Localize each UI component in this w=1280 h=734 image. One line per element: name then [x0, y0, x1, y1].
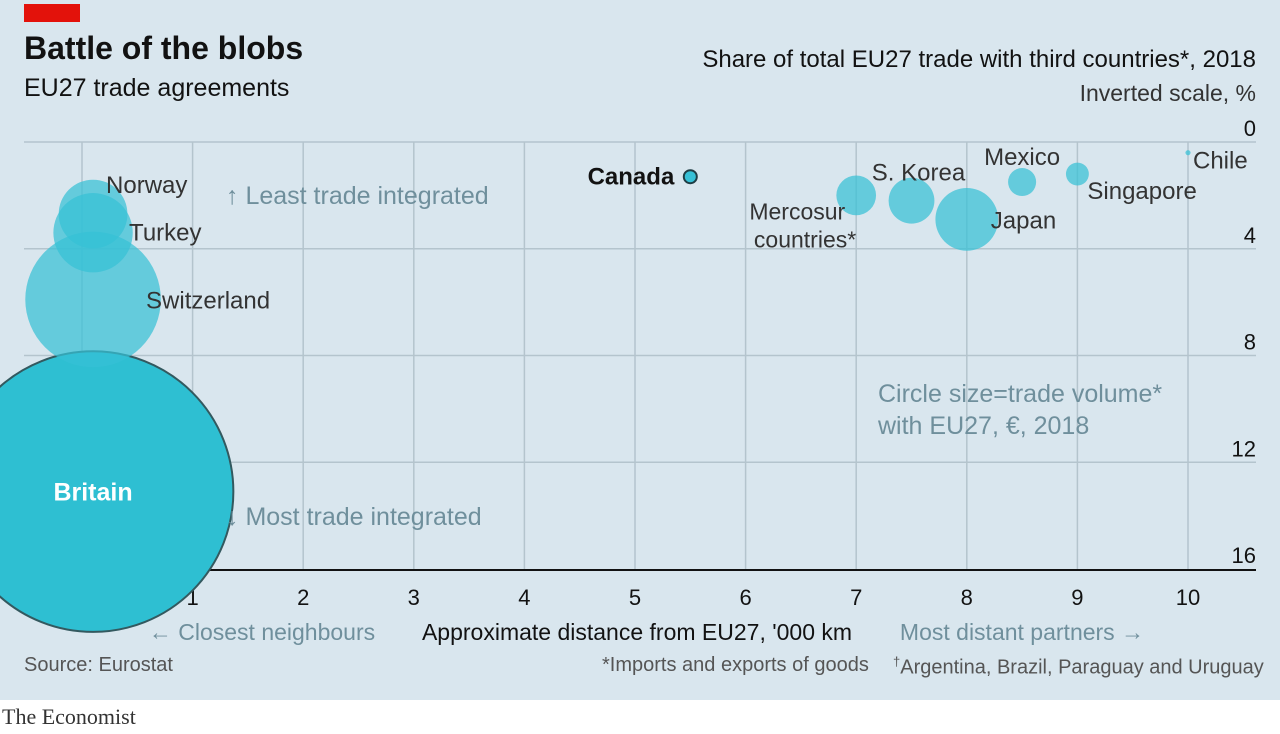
- bubbles: [0, 150, 1191, 633]
- y-axis-subtitle: Inverted scale, %: [1079, 80, 1256, 106]
- most-integrated-note: ↓ Most trade integrated: [226, 503, 482, 531]
- bubble-mexico: [1008, 168, 1037, 197]
- economist-logo: The Economist: [2, 704, 136, 729]
- x-tick-label: 5: [629, 585, 641, 610]
- chart-panel: [0, 0, 1280, 700]
- y-tick-label: 8: [1244, 330, 1256, 355]
- circle-size-note: Circle size=trade volume*: [878, 380, 1162, 408]
- x-tick-label: 9: [1071, 585, 1083, 610]
- scatter-chart: 0481216012345678910Approximate distance …: [0, 116, 1256, 645]
- x-tick-label: 2: [297, 585, 309, 610]
- label-mexico: Mexico: [984, 144, 1060, 171]
- label-turkey: Turkey: [129, 220, 201, 247]
- label-canada: Canada: [588, 164, 675, 191]
- bubble-chile: [1185, 150, 1191, 156]
- x-axis-title: Approximate distance from EU27, '000 km: [422, 619, 852, 645]
- y-tick-label: 0: [1244, 116, 1256, 141]
- label-mercosur-line: Mercosur: [749, 198, 845, 224]
- x-tick-label: 7: [850, 585, 862, 610]
- label-britain: Britain: [53, 479, 132, 507]
- x-tick-label: 8: [961, 585, 973, 610]
- x-tick-label: 4: [518, 585, 530, 610]
- labels: ↑ Least trade integrated ↓ Most trade int…: [53, 144, 1247, 531]
- bubble-mercosur-countries: [836, 175, 877, 216]
- bubble-s-korea: [888, 177, 935, 224]
- label-japan: Japan: [991, 207, 1056, 234]
- footnote-mercosur-text: Argentina, Brazil, Paraguay and Uruguay: [900, 656, 1264, 679]
- source-note: Source: Eurostat: [24, 654, 173, 676]
- label-singapore: Singapore: [1087, 178, 1196, 205]
- x-tick-label: 3: [408, 585, 420, 610]
- label-mercosur-line: countries*: [754, 226, 856, 252]
- label-chile: Chile: [1193, 148, 1248, 175]
- label-s-korea: S. Korea: [872, 160, 966, 187]
- footnote-mercosur: †Argentina, Brazil, Paraguay and Uruguay: [893, 654, 1264, 680]
- y-tick-label: 16: [1232, 543, 1256, 568]
- least-integrated-note: ↑ Least trade integrated: [226, 182, 489, 210]
- x-tick-label: 10: [1176, 585, 1200, 610]
- chart-subtitle: EU27 trade agreements: [24, 74, 290, 102]
- y-tick-label: 12: [1232, 436, 1256, 461]
- label-switzerland: Switzerland: [146, 287, 270, 314]
- chart-title: Battle of the blobs: [24, 30, 304, 66]
- bubble-japan: [935, 188, 999, 251]
- dagger-mark: †: [893, 654, 901, 669]
- distant-partners-note: Most distant partners →: [900, 619, 1144, 645]
- bubble-canada: [682, 169, 698, 185]
- bubble-norway: [58, 179, 128, 249]
- y-axis-title: Share of total EU27 trade with third cou…: [702, 46, 1256, 73]
- circle-size-note: with EU27, €, 2018: [877, 412, 1089, 440]
- closest-neighbours-note: ← Closest neighbours: [149, 619, 375, 645]
- brand-red-tag: [24, 4, 80, 22]
- label-norway: Norway: [106, 172, 187, 199]
- label-mercosur: Mercosur countries*: [749, 198, 856, 252]
- y-tick-label: 4: [1244, 223, 1256, 248]
- axes: 0481216012345678910Approximate distance …: [24, 116, 1256, 645]
- footnote-goods: *Imports and exports of goods: [602, 654, 869, 676]
- bubble-singapore: [1065, 162, 1089, 186]
- x-tick-label: 6: [739, 585, 751, 610]
- bubble-switzerland: [25, 231, 161, 368]
